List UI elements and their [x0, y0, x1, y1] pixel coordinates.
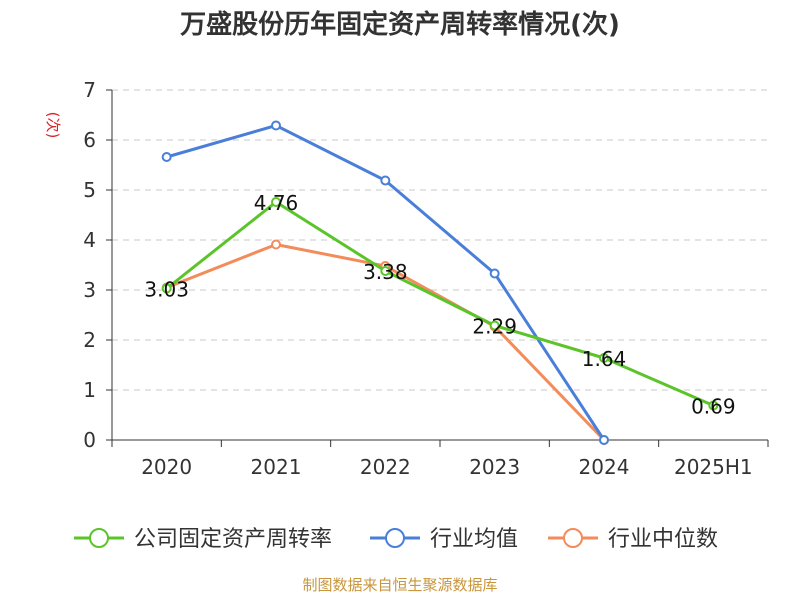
legend-item[interactable]: 公司固定资产周转率: [74, 527, 332, 552]
legend: 公司固定资产周转率 行业均值 行业中位数: [74, 527, 718, 552]
legend-item[interactable]: 行业均值: [370, 527, 518, 552]
data-label: 0.69: [691, 395, 736, 419]
x-tick-label: 2025H1: [674, 455, 753, 479]
source-note: 制图数据来自恒生聚源数据库: [302, 576, 497, 594]
series-lines: [161, 120, 719, 445]
data-point[interactable]: [489, 320, 500, 331]
data-label: 3.38: [363, 260, 408, 284]
x-tick-label: 2020: [141, 455, 192, 479]
data-label: 1.64: [582, 347, 627, 371]
series-1: [161, 120, 609, 445]
chart-title: 万盛股份历年固定资产周转率情况(次): [180, 9, 620, 40]
series-0: [161, 197, 719, 411]
x-tick-label: 2021: [251, 455, 302, 479]
legend-label: 公司固定资产周转率: [134, 527, 332, 552]
series-line: [165, 200, 714, 407]
legend-marker-icon: [563, 528, 583, 548]
data-point[interactable]: [161, 152, 172, 162]
data-point[interactable]: [271, 239, 281, 250]
data-point[interactable]: [271, 120, 281, 131]
x-tick-label: 2022: [360, 455, 411, 479]
data-point[interactable]: [271, 197, 281, 207]
y-tick-label: 1: [83, 378, 96, 402]
y-axis-label: (次): [44, 112, 62, 139]
legend-marker-icon: [385, 528, 405, 548]
data-point[interactable]: [380, 266, 391, 276]
data-point[interactable]: [161, 283, 172, 294]
y-tick-label: 0: [83, 428, 96, 452]
axes: 0 1 2 3 4 5 6 7 2020 2021 2022 2023 2024 2025H1: [83, 78, 769, 479]
x-tick-label: 2024: [579, 455, 630, 479]
y-tick-label: 4: [83, 228, 96, 252]
y-tick-label: 7: [83, 78, 96, 102]
legend-label: 行业中位数: [608, 527, 718, 552]
data-labels: 3.03 4.76 3.38 2.29 1.64 0.69: [144, 191, 735, 419]
data-point[interactable]: [380, 175, 391, 186]
y-tick-label: 2: [83, 328, 96, 352]
data-point[interactable]: [599, 353, 609, 363]
data-point[interactable]: [708, 400, 719, 411]
x-tick-label: 2023: [469, 455, 520, 479]
y-tick-label: 6: [83, 128, 96, 152]
data-point[interactable]: [489, 268, 500, 279]
data-point[interactable]: [599, 435, 609, 445]
data-label: 2.29: [472, 315, 517, 339]
y-tick-label: 5: [83, 178, 96, 202]
grid-lines: [112, 89, 768, 391]
legend-marker-icon: [89, 528, 109, 548]
legend-label: 行业均值: [430, 527, 518, 552]
data-label: 4.76: [254, 191, 299, 215]
data-label: 3.03: [144, 278, 189, 302]
y-tick-label: 3: [83, 278, 96, 302]
legend-item[interactable]: 行业中位数: [548, 527, 718, 552]
